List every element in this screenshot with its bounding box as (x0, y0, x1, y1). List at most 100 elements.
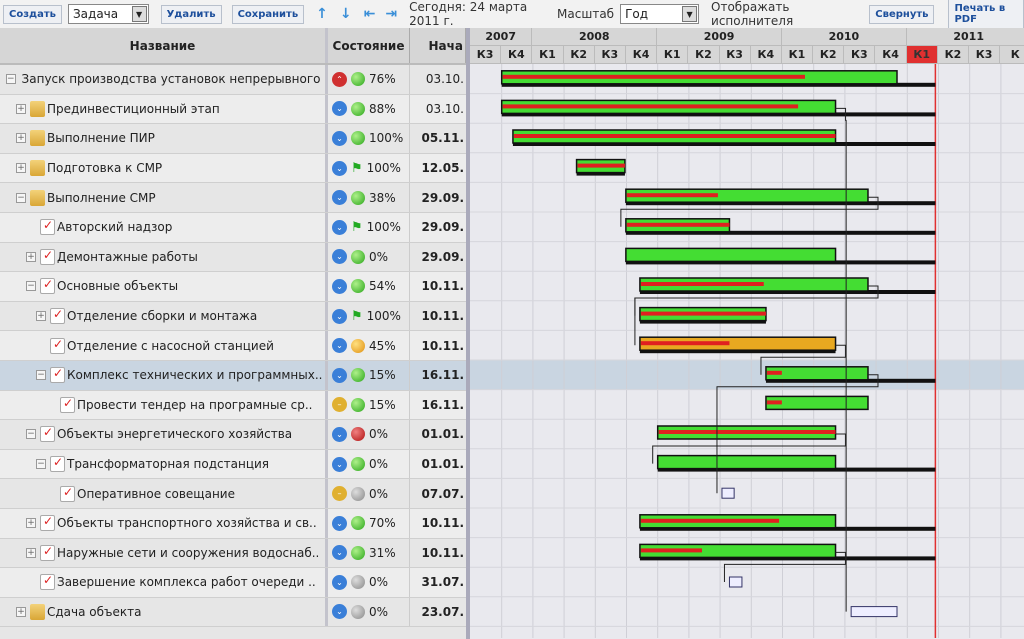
progress-bar (502, 104, 799, 109)
task-name-cell: + Объекты транспортного хозяйства и св.. (0, 508, 328, 538)
expand-icon[interactable]: + (16, 163, 26, 174)
task-name-cell: + Сдача объекта (0, 597, 328, 627)
task-percent: 70% (369, 516, 396, 531)
expand-icon[interactable]: + (16, 133, 26, 144)
priority-low-icon: ⌄ (332, 574, 347, 590)
task-percent: 0% (369, 575, 389, 590)
task-row[interactable]: Провести тендер на програмные ср.. –15% … (0, 390, 466, 421)
task-row[interactable]: − Трансформаторная подстанция ⌄ 0% 01.01. (0, 449, 466, 480)
show-executor-toggle[interactable]: Отображать исполнителя (711, 0, 794, 28)
task-name-cell: + Наружные сети и сооружения водоснаб.. (0, 538, 328, 568)
status-green-icon (351, 249, 365, 264)
status-grey-icon (351, 486, 365, 501)
finished-flag-icon: ⚑ (351, 219, 363, 235)
task-name: Отделение сборки и монтажа (67, 309, 258, 324)
status-green-icon (351, 190, 365, 205)
dependency-connector (716, 374, 879, 494)
task-row[interactable]: − Основные объекты ⌄ 54% 10.11. (0, 272, 466, 302)
task-row[interactable]: − Выполнение СМР ⌄ 38% 29.09. (0, 183, 466, 213)
priority-low-icon: ⌄ (332, 545, 347, 561)
task-state-cell: ⌄ 0% (328, 242, 410, 272)
expand-icon[interactable]: + (36, 311, 46, 322)
expand-icon[interactable]: + (16, 606, 26, 617)
delete-button[interactable]: Удалить (160, 4, 222, 24)
expand-icon[interactable]: + (26, 251, 36, 262)
splitter[interactable] (466, 28, 470, 639)
column-header-name[interactable]: Название (0, 28, 328, 63)
print-pdf-button[interactable]: Печать в PDF (948, 0, 1024, 29)
priority-low-icon: ⌄ (332, 130, 347, 146)
dependency-connector (760, 344, 847, 375)
baseline-bar (576, 171, 625, 176)
task-start-date: 07.07. (421, 486, 464, 501)
task-row[interactable]: + Выполнение ПИР ⌄ 100% 05.11. (0, 124, 466, 154)
task-state-cell: ⌄ ⚑ 100% (328, 153, 410, 183)
task-row[interactable]: + Отделение сборки и монтажа ⌄⚑100% 10.11… (0, 301, 466, 332)
task-row[interactable]: + Сдача объекта ⌄ 0% 23.07. (0, 597, 466, 628)
arrow-up-icon[interactable]: ↑ (316, 6, 328, 22)
collapse-icon[interactable]: − (36, 370, 46, 381)
column-header-state[interactable]: Состояние (328, 28, 410, 63)
progress-bar (502, 74, 805, 79)
progress-bar (513, 134, 836, 138)
task-type-select[interactable]: Задача ▼ (67, 4, 149, 24)
expand-icon[interactable]: + (16, 103, 26, 114)
task-start-date: 01.01. (421, 427, 464, 442)
task-row[interactable]: − Объекты энергетического хозяйства ⌄ 0% 0… (0, 420, 466, 450)
task-percent: 100% (366, 161, 401, 176)
task-row[interactable]: Оперативное совещание – 0% 07.07. (0, 479, 466, 509)
collapse-icon[interactable]: − (16, 192, 26, 203)
baseline-bar (639, 526, 936, 531)
outdent-icon[interactable]: ⇤ (363, 6, 376, 22)
year-label: 2007 (470, 28, 533, 45)
status-green-icon (351, 101, 365, 116)
arrow-down-icon[interactable]: ↓ (339, 6, 352, 22)
task-row[interactable]: Отделение с насосной станцией ⌄ 45% 10.11… (0, 331, 466, 361)
task-row[interactable]: − Запуск производства установок непрерывн… (0, 65, 466, 95)
task-name: Завершение комплекса работ очереди .. (57, 575, 316, 590)
collapse-button[interactable]: Свернуть (869, 4, 935, 24)
task-percent: 54% (369, 279, 396, 294)
task-bar (765, 366, 869, 381)
collapse-icon[interactable]: − (26, 429, 36, 440)
column-header-start[interactable]: Нача (410, 28, 466, 63)
progress-bar (640, 341, 730, 346)
task-row[interactable]: +Объекты транспортного хозяйства и св.. … (0, 508, 466, 539)
collapse-icon[interactable]: − (36, 459, 46, 470)
task-name-cell: + Подготовка к СМР (0, 153, 328, 183)
task-row[interactable]: + Демонтажные работы ⌄ 0% 29.09. (0, 242, 466, 273)
quarter-label: К4 (501, 46, 533, 63)
status-green-icon (351, 279, 365, 294)
progress-bar (766, 400, 782, 405)
expand-icon[interactable]: + (26, 547, 36, 558)
create-button[interactable]: Создать (3, 4, 62, 24)
task-row[interactable]: Завершение комплекса работ очереди .. ⌄ 0… (0, 568, 466, 598)
save-button[interactable]: Сохранить (231, 4, 305, 24)
task-row[interactable]: − Комплекс технических и программных.. ⌄ 1… (0, 360, 466, 391)
task-state-cell: – 15% (328, 390, 410, 420)
collapse-icon[interactable]: − (6, 74, 16, 85)
priority-medium-icon: – (332, 397, 347, 413)
dependency-connector (620, 196, 879, 227)
gantt-chart: 2007 2008 2009 2010 2011 К3 К4 К1 К2 К3 К4 К1 К2 К3 К… (470, 28, 1024, 639)
task-row[interactable]: Авторский надзор ⌄⚑100% 29.09. (0, 212, 466, 243)
task-percent: 45% (369, 338, 396, 353)
task-row[interactable]: + Наружные сети и сооружения водоснаб.. ⌄… (0, 538, 466, 569)
indent-icon[interactable]: ⇥ (385, 6, 398, 22)
task-name: Сдача объекта (47, 604, 142, 619)
task-row[interactable]: + Подготовка к СМР ⌄ ⚑ 100% 12.05. (0, 153, 466, 184)
task-name: Выполнение СМР (47, 190, 156, 205)
folder-icon (30, 130, 45, 147)
task-state-cell: ⌄ 0% (328, 568, 410, 597)
task-start-date: 29.09. (421, 220, 464, 235)
gantt-bars (470, 64, 1024, 638)
task-percent: 0% (369, 604, 389, 619)
collapse-icon[interactable]: − (26, 281, 36, 292)
scale-select[interactable]: Год ▼ (620, 4, 700, 24)
task-name-cell: − Запуск производства установок непрерывн… (0, 65, 328, 94)
task-state-cell: ⌄ 0% (328, 420, 410, 449)
expand-icon[interactable]: + (26, 518, 36, 529)
task-name-cell: − Объекты энергетического хозяйства (0, 420, 328, 449)
task-row[interactable]: + Прединвестиционный этап ⌄ 88% 03.10. (0, 94, 466, 125)
task-name-cell: + Отделение сборки и монтажа (0, 301, 328, 331)
